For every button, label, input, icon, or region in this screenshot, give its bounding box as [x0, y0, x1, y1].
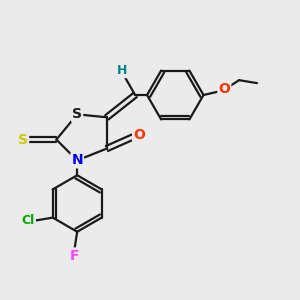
Text: O: O [133, 128, 145, 142]
Text: F: F [70, 248, 79, 262]
Text: S: S [18, 133, 28, 147]
Text: Cl: Cl [22, 214, 35, 227]
Text: S: S [72, 107, 82, 121]
Text: N: N [71, 153, 83, 167]
Text: H: H [117, 64, 127, 77]
Text: O: O [218, 82, 230, 96]
